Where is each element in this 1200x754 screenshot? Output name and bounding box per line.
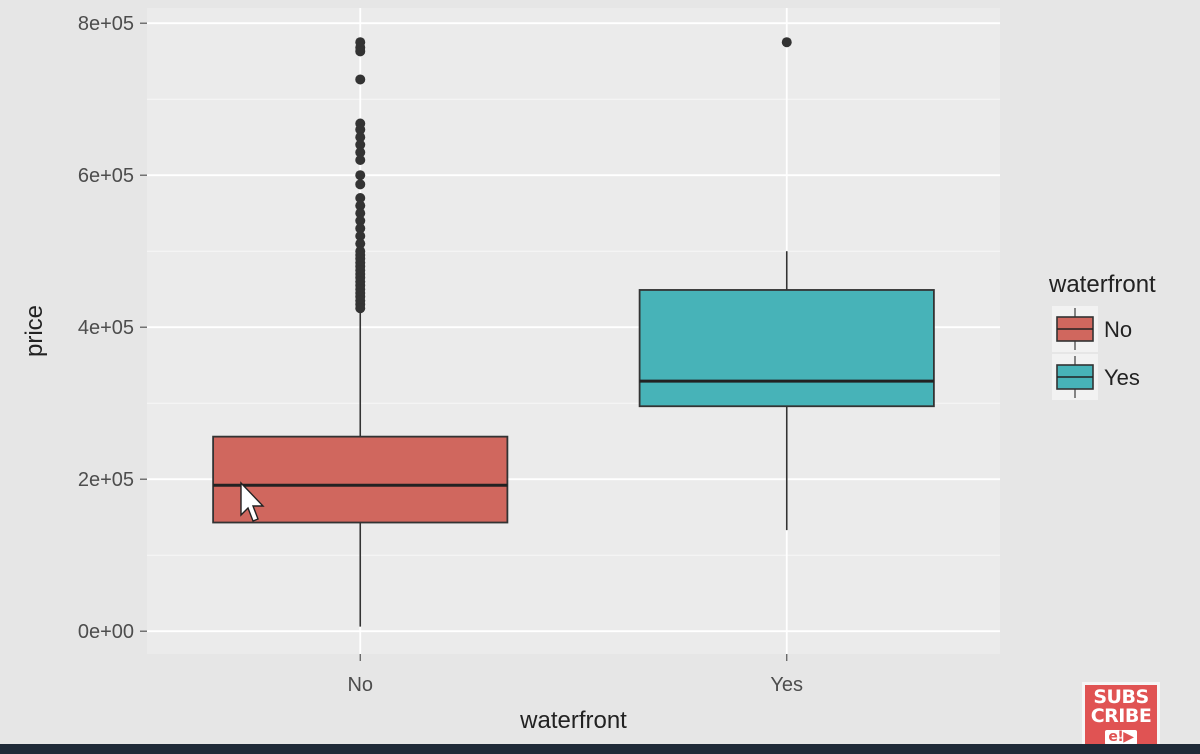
outlier-point	[355, 46, 366, 57]
outlier-point	[355, 179, 366, 190]
outlier-point	[355, 155, 366, 165]
outlier-point	[355, 139, 366, 150]
outlier-point	[355, 238, 366, 249]
outlier-point	[355, 303, 366, 314]
legend-key-no	[1052, 306, 1098, 352]
subscribe-button[interactable]: SUBS CRIBE e!▶	[1082, 682, 1160, 754]
legend-label-no: No	[1104, 317, 1132, 342]
x-axis: No Yes	[347, 654, 803, 696]
minor-gridlines	[147, 98, 1000, 556]
outlier-point	[355, 124, 366, 135]
outlier-point	[355, 200, 366, 211]
y-tick-label: 8e+05	[78, 13, 134, 35]
outlier-point	[355, 132, 366, 143]
y-tick-label: 4e+05	[78, 317, 134, 339]
box-series	[212, 37, 935, 627]
outlier-point	[355, 223, 366, 234]
y-axis: 0e+00 2e+05 4e+05 6e+05 8e+05	[78, 13, 147, 643]
x-tick-label: Yes	[770, 674, 803, 696]
outlier-point	[355, 170, 366, 181]
x-tick-label: No	[347, 674, 373, 696]
outlier-point	[355, 208, 366, 219]
x-axis-title: waterfront	[519, 707, 627, 734]
legend: waterfront No Yes	[1048, 271, 1156, 400]
legend-title: waterfront	[1048, 271, 1156, 298]
box-yes	[638, 37, 935, 531]
outlier-point	[781, 37, 792, 48]
box-iqr	[212, 435, 509, 524]
play-icon: e!▶	[1105, 730, 1137, 745]
subscribe-line-1: SUBS	[1093, 686, 1149, 708]
outlier-point	[355, 147, 366, 158]
outlier-point	[355, 231, 366, 241]
outlier-point	[355, 193, 366, 203]
y-tick-label: 6e+05	[78, 165, 134, 187]
y-tick-label: 0e+00	[78, 621, 134, 643]
legend-label-yes: Yes	[1104, 365, 1140, 390]
box-no	[212, 37, 509, 627]
y-axis-title: price	[21, 305, 48, 357]
outlier-point	[355, 74, 366, 85]
outlier-point	[355, 215, 366, 226]
subscribe-line-2: CRIBE	[1090, 705, 1152, 727]
mouse-cursor-icon	[240, 481, 265, 522]
legend-key-yes	[1052, 354, 1098, 400]
y-tick-label: 2e+05	[78, 469, 134, 491]
video-bottom-bar	[0, 744, 1200, 754]
box-iqr	[638, 289, 935, 408]
